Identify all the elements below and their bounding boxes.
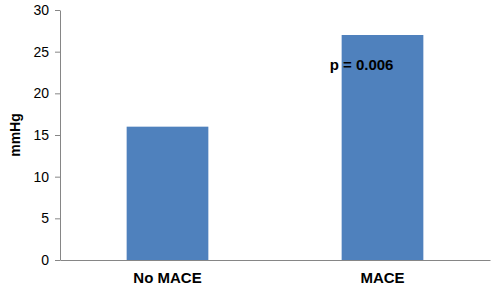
y-tick-mark bbox=[55, 135, 60, 136]
y-tick-mark bbox=[55, 218, 60, 219]
y-tick-mark bbox=[55, 52, 60, 53]
x-axis: No MACE MACE bbox=[61, 261, 491, 286]
y-axis-line bbox=[60, 11, 61, 261]
x-tick: No MACE bbox=[133, 269, 201, 286]
plot: 0 5 10 15 20 25 30 No MACE MACE p = 0.006 bbox=[33, 2, 490, 286]
x-axis-line bbox=[61, 260, 491, 261]
y-tick: 5 bbox=[41, 210, 60, 226]
y-tick-label: 30 bbox=[33, 2, 49, 18]
x-tick-label: MACE bbox=[360, 269, 404, 286]
y-tick-mark bbox=[55, 93, 60, 94]
y-tick: 15 bbox=[33, 127, 60, 143]
bar bbox=[127, 127, 209, 260]
y-tick-label: 25 bbox=[33, 44, 49, 60]
y-tick-label: 10 bbox=[33, 169, 49, 185]
y-tick-mark bbox=[55, 10, 60, 11]
y-tick-label: 20 bbox=[33, 85, 49, 101]
y-axis-title: mmHg bbox=[7, 113, 23, 157]
y-axis: 0 5 10 15 20 25 30 bbox=[33, 2, 60, 268]
y-tick-label: 0 bbox=[41, 252, 49, 268]
x-tick: MACE bbox=[360, 269, 404, 286]
y-tick-label: 5 bbox=[41, 210, 49, 226]
y-tick-mark bbox=[55, 260, 60, 261]
y-tick: 0 bbox=[41, 252, 60, 268]
chart: 0 5 10 15 20 25 30 No MACE MACE p = 0.006 mmHg bbox=[0, 0, 500, 300]
y-tick-label: 15 bbox=[33, 127, 49, 143]
bars bbox=[127, 35, 424, 260]
annotation: p = 0.006 bbox=[330, 56, 394, 73]
y-tick: 10 bbox=[33, 169, 60, 185]
y-tick: 25 bbox=[33, 44, 60, 60]
y-tick: 30 bbox=[33, 2, 60, 18]
x-tick-label: No MACE bbox=[133, 269, 201, 286]
y-tick: 20 bbox=[33, 85, 60, 101]
y-tick-mark bbox=[55, 177, 60, 178]
